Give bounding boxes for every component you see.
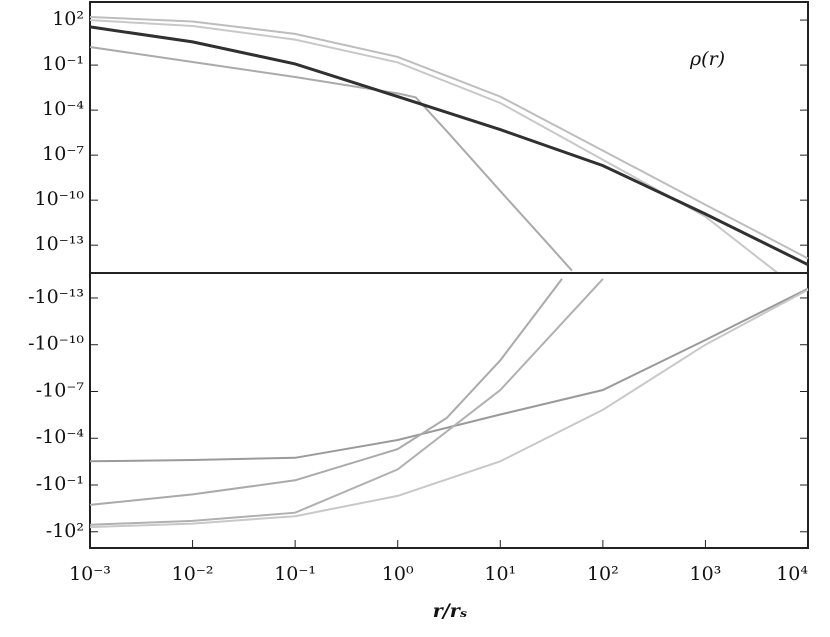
x-tick-label: 10⁴	[776, 563, 808, 585]
y-tick-label: -10⁻⁴	[36, 426, 85, 448]
y-tick-label: -10⁻¹	[36, 473, 84, 495]
x-tick-label: 10⁻²	[172, 563, 214, 585]
series-line	[89, 278, 563, 506]
series-line	[89, 287, 809, 463]
plot-frame	[89, 272, 809, 549]
series-line	[89, 46, 573, 272]
series-line	[89, 19, 778, 274]
y-tick-label: 10⁻¹⁰	[35, 188, 85, 210]
x-tick-label: 10²	[587, 563, 619, 585]
y-tick-label: -10⁻⁷	[36, 379, 85, 401]
series-line	[89, 278, 604, 526]
x-tick-label: 10⁰	[382, 563, 414, 585]
series-line	[89, 25, 809, 267]
y-tick-label: -10⁻¹⁰	[28, 333, 84, 355]
annotation: ρ(r)	[689, 48, 725, 70]
y-tick-label: 10⁻⁴	[42, 98, 84, 120]
x-axis-label: r/rₛ	[433, 600, 467, 622]
y-tick-label: 10⁻⁷	[42, 143, 84, 165]
y-tick-label: 10²	[52, 8, 84, 30]
x-tick-label: 10⁻¹	[274, 563, 316, 585]
x-tick-label: 10¹	[484, 563, 516, 585]
series-line	[89, 288, 809, 529]
y-tick-label: -10⁻¹³	[28, 286, 84, 308]
y-tick-label: -10²	[46, 520, 84, 542]
x-tick-label: 10⁻³	[69, 563, 111, 585]
y-tick-label: 10⁻¹	[42, 53, 84, 75]
series-line	[89, 16, 809, 260]
x-tick-label: 10³	[690, 563, 722, 585]
y-tick-label: 10⁻¹³	[35, 233, 84, 255]
